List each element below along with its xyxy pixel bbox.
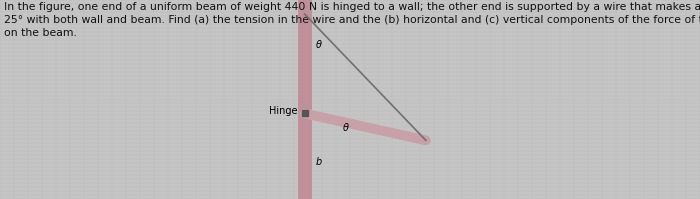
Text: In the figure, one end of a uniform beam of weight 440 N is hinged to a wall; th: In the figure, one end of a uniform beam… [4,2,700,38]
Text: Hinge: Hinge [269,106,298,116]
Text: b: b [316,157,321,167]
Text: θ: θ [343,123,349,133]
Text: θ: θ [316,40,322,50]
